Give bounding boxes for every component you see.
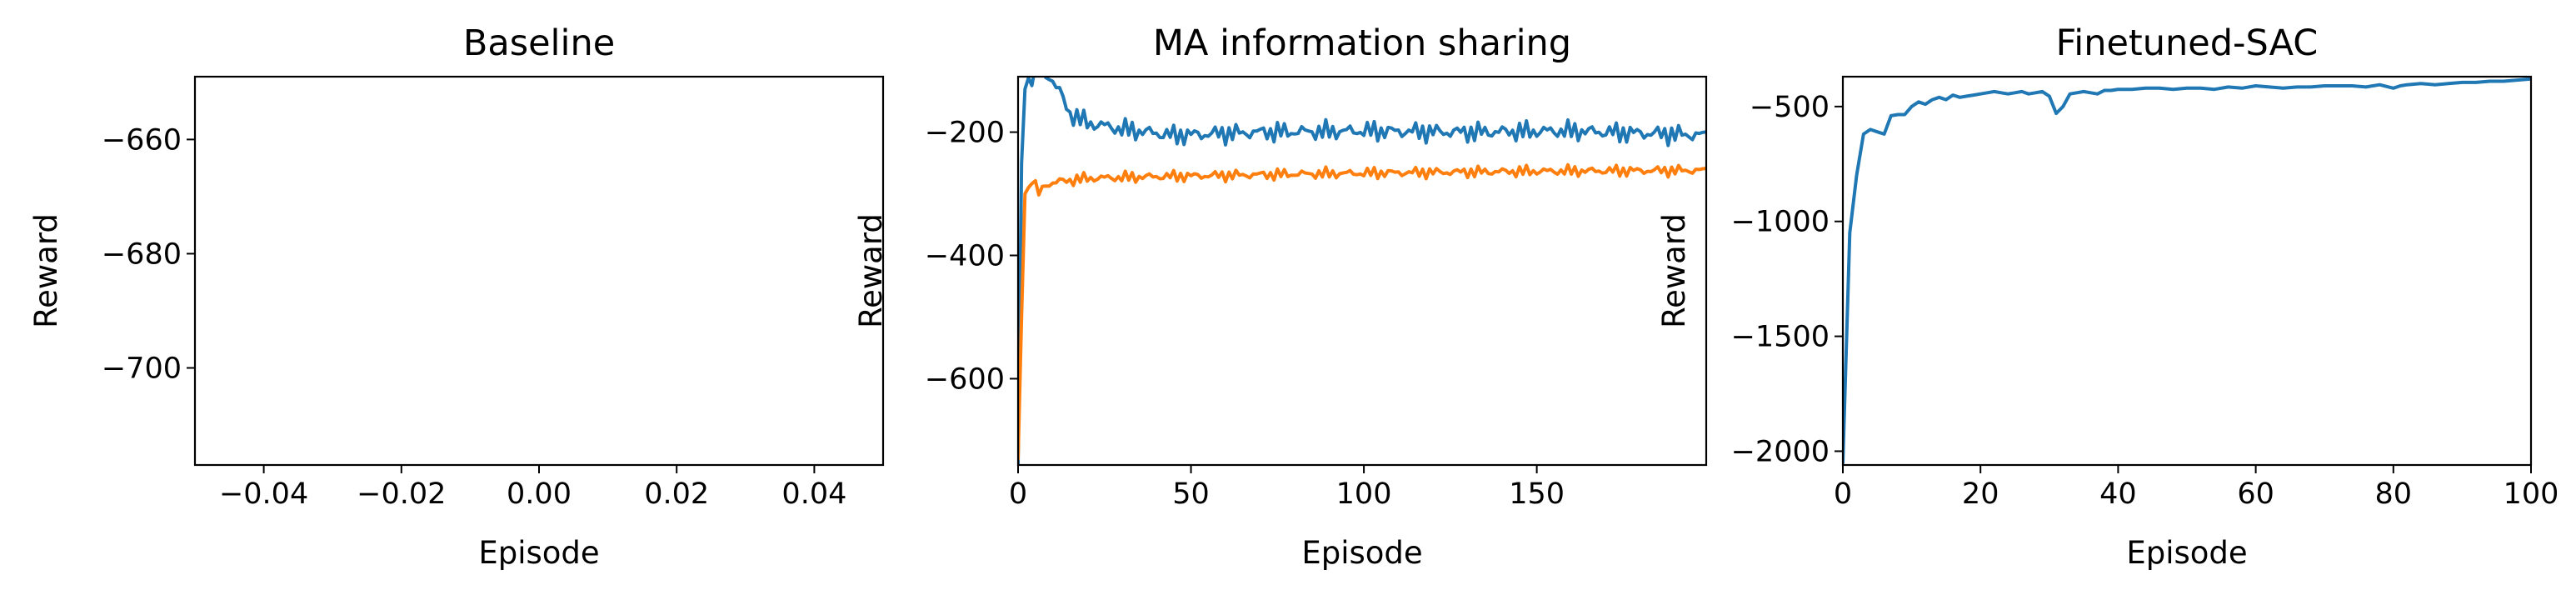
x-axis-label: Episode [2126,535,2247,571]
y-tick-label: −500 [1750,91,1830,124]
x-tick-label: 50 [1172,478,1210,511]
x-tick-label: 100 [1336,478,1392,511]
y-tick-label: −700 [102,352,182,386]
y-tick-label: −400 [925,240,1005,273]
chart-title: Baseline [463,22,615,64]
x-tick-label: 0.04 [781,478,846,511]
x-axis-label: Episode [1301,535,1422,571]
chart-finetuned-sac: Finetuned-SAC 0 20 40 60 80 100 −500 −1000 −150… [1656,22,2559,571]
x-tick-label: −0.04 [219,478,308,511]
y-tick-label: −600 [925,362,1005,396]
series-line-1 [1018,162,1706,461]
chart-baseline: Baseline −0.04 −0.02 0.00 0.02 0.04 −660 −680… [28,22,885,571]
series-line-0 [1843,77,2531,465]
y-tick-label: −200 [925,117,1005,150]
x-tick-label: 0 [1834,478,1852,511]
chart-ma-information-sharing: MA information sharing 0 50 100 150 −200 −40… [853,22,1708,571]
y-axis-label: Reward [853,213,889,328]
y-tick-label: −660 [102,123,182,157]
chart-title: Finetuned-SAC [2056,22,2319,64]
plot-frame [193,75,885,467]
x-tick-label: 0.02 [644,478,709,511]
y-tick-label: −1500 [1731,321,1830,354]
x-tick-label: 150 [1509,478,1565,511]
x-tick-label: −0.02 [357,478,446,511]
x-tick-label: 80 [2375,478,2413,511]
plot-frame [1841,75,2533,467]
chart-title: MA information sharing [1153,22,1571,64]
x-axis-label: Episode [478,535,599,571]
x-tick-label: 60 [2237,478,2274,511]
y-axis-label: Reward [1656,213,1692,328]
y-tick-label: −1000 [1731,206,1830,239]
x-tick-label: 0 [1009,478,1027,511]
y-tick-label: −2000 [1731,435,1830,468]
series-line-0 [1018,77,1706,465]
plot-frame [1016,75,1708,467]
x-tick-label: 20 [1962,478,1999,511]
x-tick-label: 0.00 [507,478,572,511]
x-tick-label: 100 [2504,478,2559,511]
y-axis-label: Reward [28,213,64,328]
x-tick-label: 40 [2099,478,2137,511]
y-tick-label: −680 [102,238,182,271]
